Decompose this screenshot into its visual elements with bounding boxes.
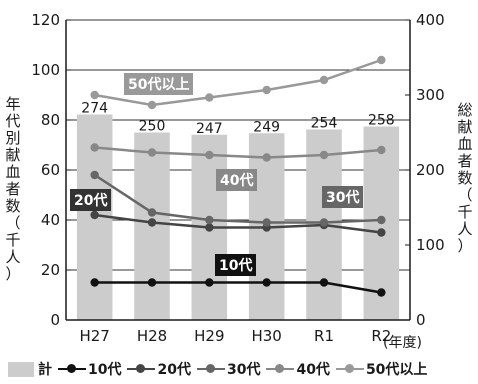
point-series-2	[90, 170, 99, 180]
tick-labels: 0 20 40 60 80 100 120 0 100 200 300 400 H27 H28 H29 H30…	[31, 11, 444, 345]
point-series-1	[147, 218, 157, 227]
point-series-2	[147, 208, 157, 217]
tag-30s: 30代	[322, 186, 364, 208]
series-lines	[90, 55, 386, 297]
point-series-0	[377, 288, 386, 297]
point-series-3	[147, 148, 157, 157]
line-series-4	[94, 58, 382, 107]
axes	[65, 19, 411, 321]
point-series-1	[90, 210, 99, 220]
x-tick-label: H30	[251, 327, 281, 345]
legend-swatch-50s	[335, 363, 364, 375]
x-tick-label: H29	[194, 327, 224, 345]
legend-label-50s: 50代以上	[365, 362, 428, 378]
bar-value-label: 247	[196, 121, 223, 137]
y-right-tick-label: 300	[416, 86, 445, 104]
point-series-0	[90, 278, 99, 287]
point-series-3	[262, 153, 271, 162]
point-series-2	[377, 215, 386, 225]
legend-swatch-30s	[196, 363, 225, 375]
point-series-0	[205, 278, 214, 287]
line-series-2	[93, 173, 382, 224]
y-left-tick-label: 60	[41, 161, 60, 179]
legend-label-30s: 30代	[226, 362, 261, 378]
line-series-1	[94, 213, 382, 234]
x-tick-label: R1	[314, 327, 334, 345]
line-series-0	[94, 281, 382, 294]
y-right-tick-label: 200	[416, 161, 445, 179]
point-series-2	[262, 218, 271, 227]
legend-item-10s: 10代	[58, 359, 121, 379]
x-tick-label: H28	[137, 327, 167, 345]
legend-swatch-40s	[266, 363, 295, 375]
point-series-0	[319, 278, 329, 287]
y-left-tick-label: 20	[41, 261, 60, 279]
point-series-3	[205, 150, 214, 160]
y-right-tick-label: 400	[416, 11, 445, 29]
legend-item-total: 計	[8, 359, 52, 379]
bar-value-labels: 274 250 247 249 254 258	[81, 101, 394, 137]
bar-value-label: 250	[139, 119, 166, 135]
legend-swatch-10s	[58, 363, 86, 375]
point-series-2	[205, 215, 214, 225]
gridlines	[66, 19, 410, 271]
point-series-3	[90, 143, 99, 152]
y-left-tick-label: 80	[41, 111, 60, 129]
tag-40s: 40代	[216, 169, 258, 191]
x-tick-label: R2	[371, 327, 391, 345]
bar-value-label: 254	[311, 116, 338, 132]
y-left-tick-label: 100	[31, 61, 60, 79]
tag-20s: 20代	[70, 189, 112, 211]
point-series-4	[377, 55, 386, 65]
bar-value-label: 249	[253, 119, 280, 135]
legend-swatch-20s	[127, 363, 156, 375]
tag-10s: 10代	[215, 254, 257, 276]
legend-item-30s: 30代	[196, 359, 261, 379]
y-axis-right-title: 総献血者数（千人）	[457, 101, 473, 255]
line-series-3	[94, 146, 382, 159]
legend: 計 10代 20代 30代 40代 50代以上	[8, 359, 433, 379]
total-bars	[76, 114, 400, 320]
point-series-4	[205, 93, 214, 102]
y-right-tick-label: 100	[416, 236, 445, 254]
point-series-4	[262, 85, 271, 95]
legend-swatch-total	[8, 361, 34, 377]
legend-item-50s: 50代以上	[335, 359, 428, 379]
legend-item-40s: 40代	[266, 359, 330, 379]
y-axis-left-title: 年代別献血者数（千人）	[5, 95, 21, 283]
bar-value-label: 258	[368, 113, 395, 129]
point-series-1	[377, 228, 386, 237]
legend-label-40s: 40代	[296, 362, 330, 378]
point-series-3	[319, 150, 329, 160]
x-axis-title: (年度)	[383, 335, 422, 351]
legend-label-total: 計	[38, 362, 52, 378]
point-series-0	[262, 278, 271, 287]
legend-label-20s: 20代	[157, 362, 191, 378]
point-series-0	[147, 278, 157, 287]
bar-value-label: 274	[81, 101, 108, 117]
legend-item-20s: 20代	[127, 359, 191, 379]
y-right-tick-label: 0	[416, 311, 426, 329]
point-series-4	[90, 90, 99, 100]
legend-label-10s: 10代	[88, 362, 122, 378]
y-left-tick-label: 40	[41, 211, 60, 229]
point-series-3	[377, 145, 386, 155]
y-left-tick-label: 0	[50, 311, 60, 329]
tag-50s: 50代以上	[124, 73, 194, 95]
x-tick-label: H27	[79, 327, 109, 345]
point-series-1	[205, 223, 214, 232]
point-series-2	[319, 218, 329, 227]
y-left-tick-label: 120	[31, 11, 60, 29]
point-series-4	[319, 75, 329, 85]
point-series-4	[147, 100, 157, 110]
